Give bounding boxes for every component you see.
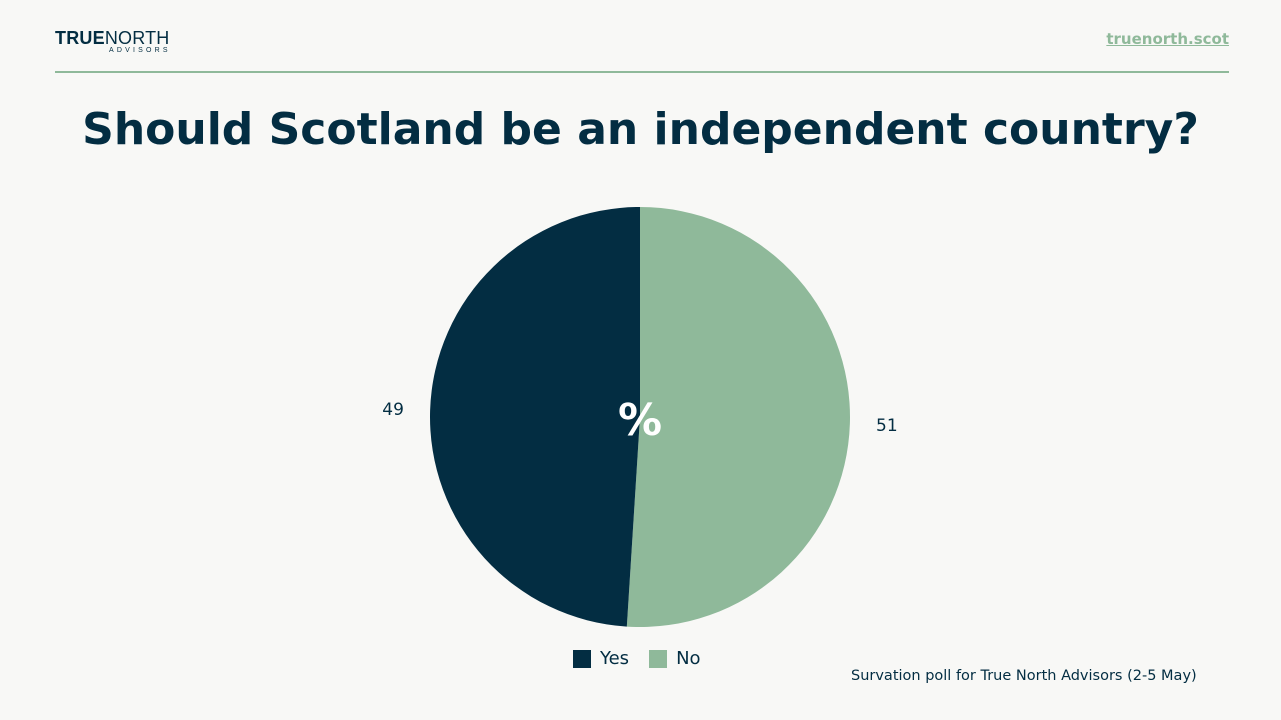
chart-legend: Yes No xyxy=(573,648,701,669)
header-divider xyxy=(55,71,1229,73)
logo-subtitle: ADVISORS xyxy=(109,47,171,54)
brand-logo: TRUENORTH ADVISORS xyxy=(55,28,171,55)
pie-data-label-no: 51 xyxy=(876,416,898,436)
chart-title: Should Scotland be an independent countr… xyxy=(82,104,1199,155)
pie-slice-no xyxy=(626,207,850,627)
legend-swatch-yes xyxy=(573,649,591,668)
logo-wordmark: TRUENORTH xyxy=(55,28,171,48)
pie-slices xyxy=(429,207,850,627)
legend-label-no: No xyxy=(676,648,701,669)
logo-word-true: TRUE xyxy=(55,28,105,48)
chart-source-note: Survation poll for True North Advisors (… xyxy=(851,668,1197,684)
legend-swatch-no xyxy=(649,649,668,668)
legend-item-no: No xyxy=(649,648,701,669)
legend-label-yes: Yes xyxy=(600,648,630,669)
pie-data-label-yes: 49 xyxy=(382,400,404,420)
logo-word-north: NORTH xyxy=(104,28,170,48)
website-link[interactable]: truenorth.scot xyxy=(1106,30,1229,48)
legend-item-yes: Yes xyxy=(573,648,629,669)
pie-center-label: % xyxy=(618,395,662,446)
pie-slice-yes xyxy=(429,207,640,627)
pie-data-labels: 51 49 xyxy=(382,400,897,436)
